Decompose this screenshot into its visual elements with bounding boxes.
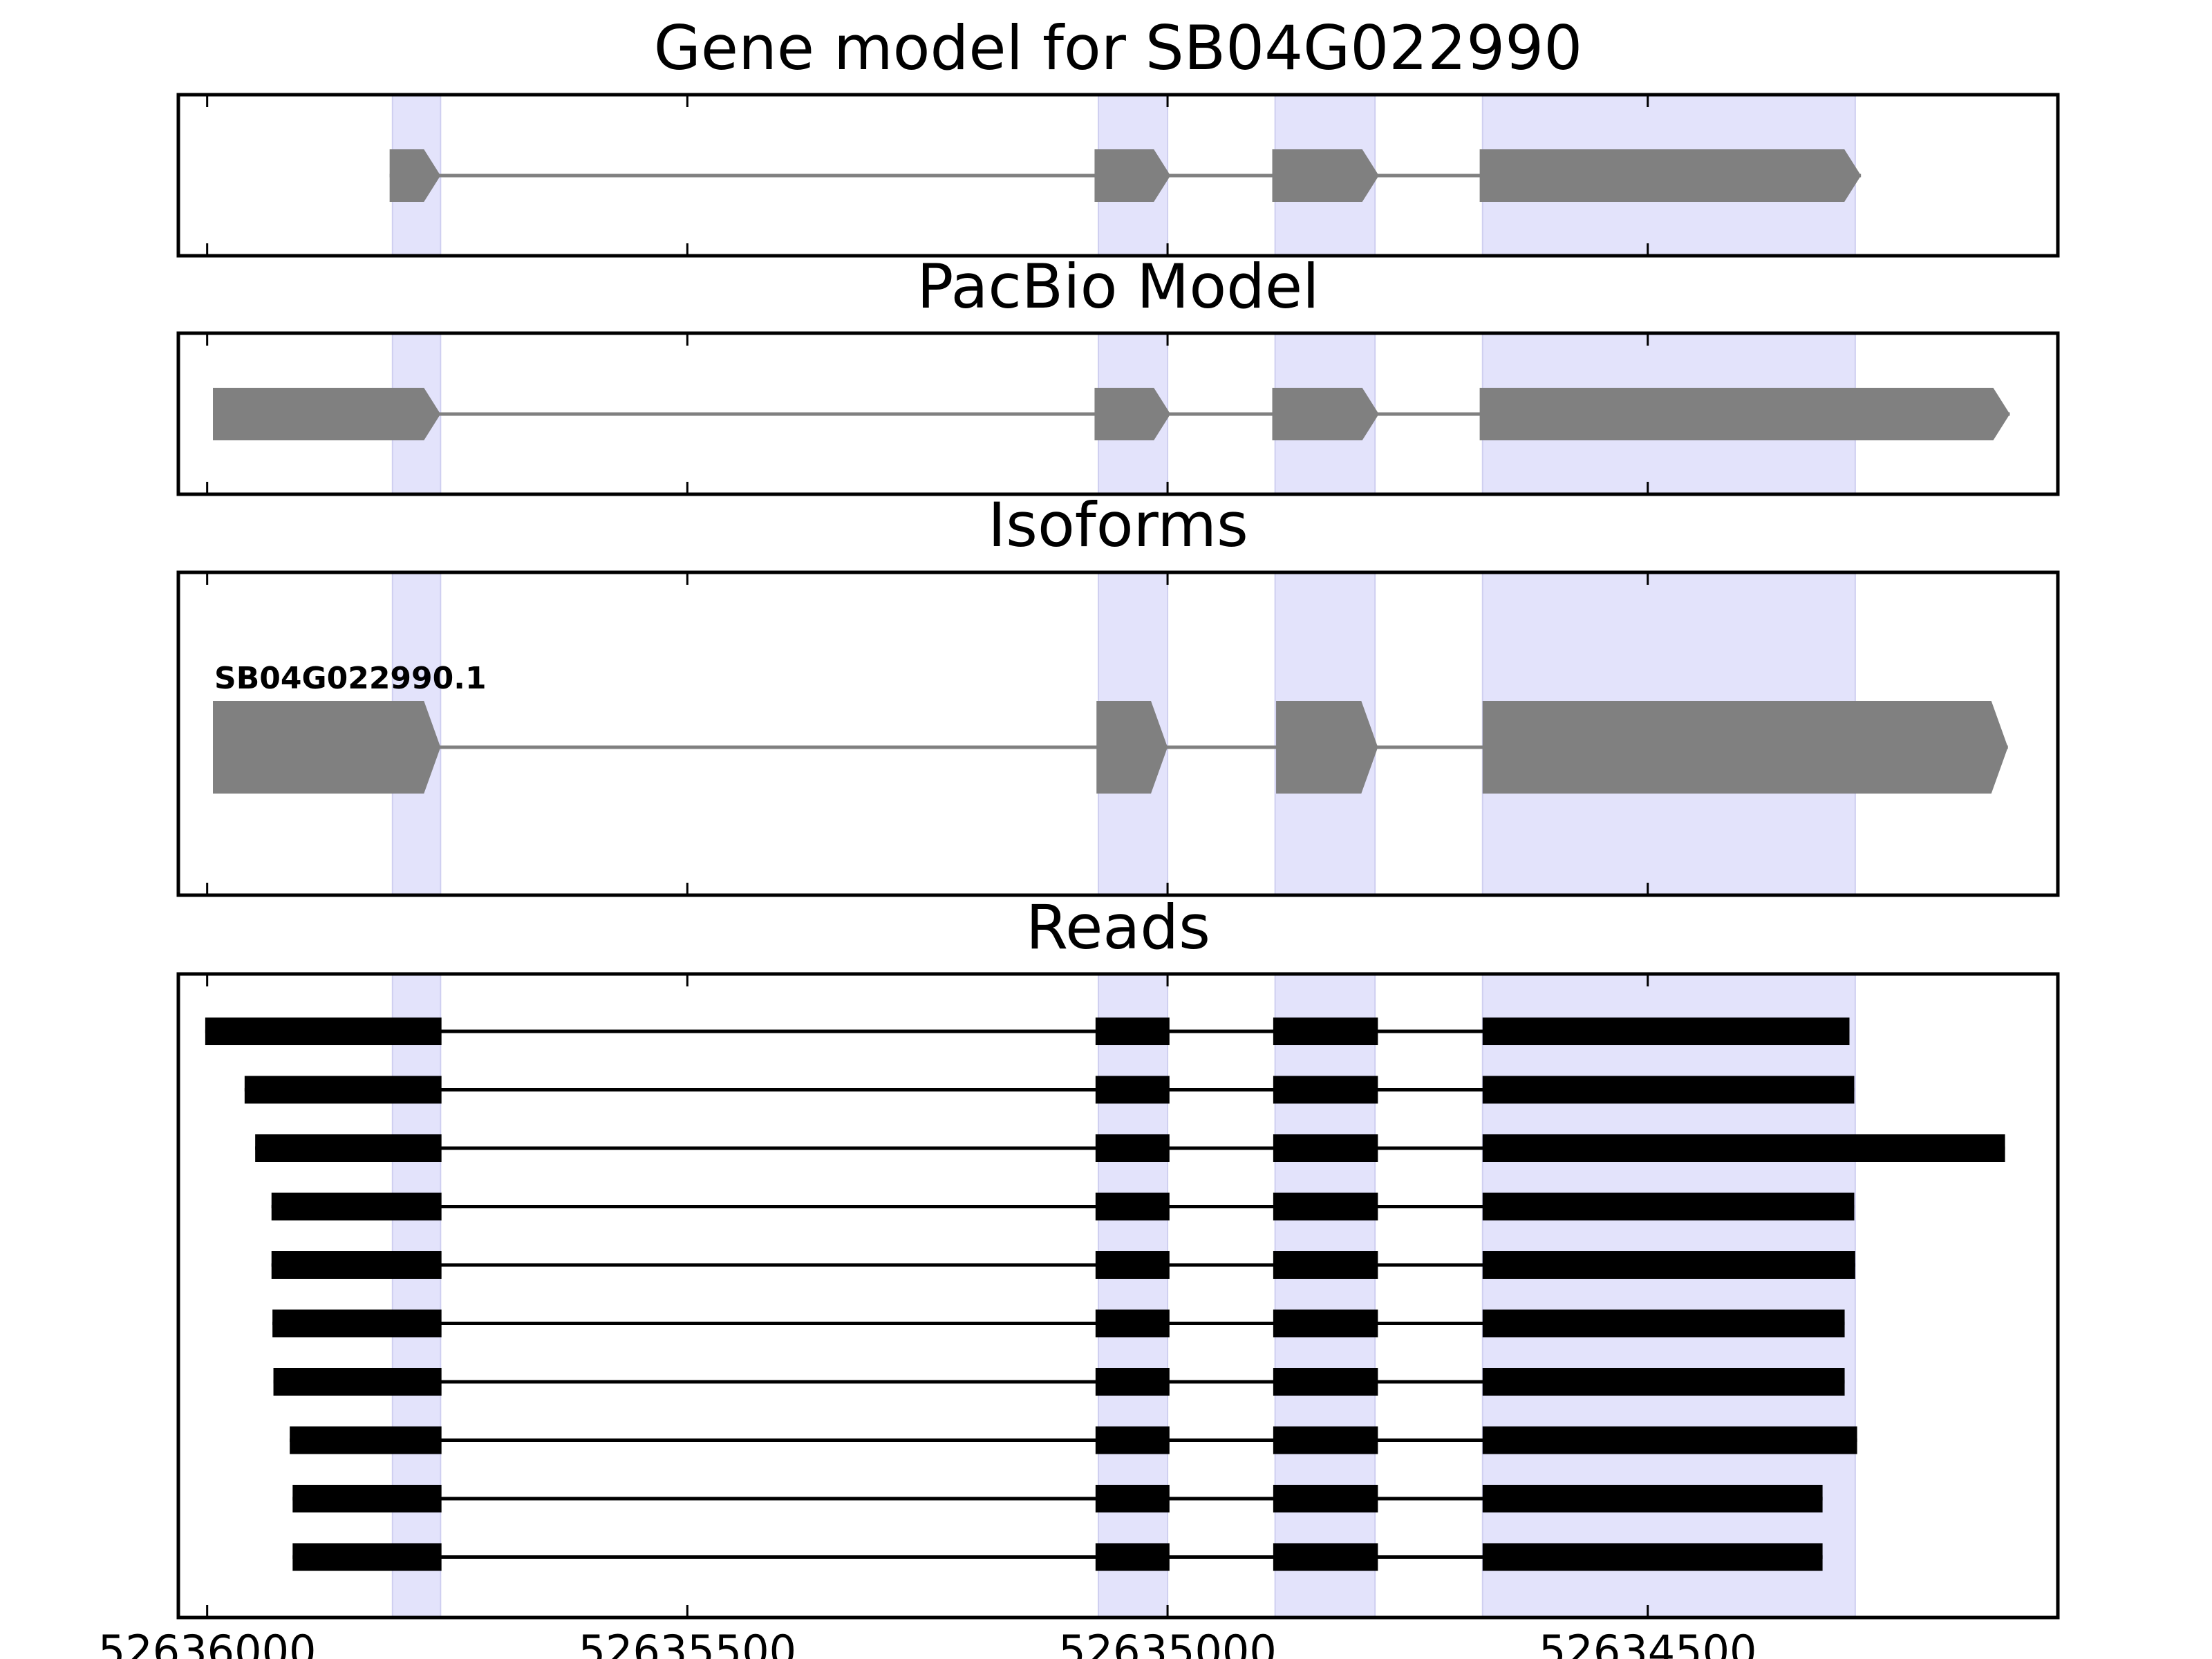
- read-exon: [255, 1134, 442, 1162]
- read-exon: [292, 1485, 442, 1512]
- read-exon: [272, 1309, 442, 1338]
- read-exon: [290, 1426, 442, 1454]
- read-exon: [1482, 1192, 1855, 1221]
- exon-arrow: [1094, 149, 1171, 202]
- read-track: [273, 1368, 1845, 1396]
- reads-highlight-1: [1098, 973, 1169, 1618]
- read-exon: [244, 1076, 442, 1104]
- read-exon: [1095, 1426, 1170, 1454]
- read-exon: [271, 1251, 442, 1279]
- exon-arrow: [1276, 701, 1378, 794]
- read-exon: [1095, 1543, 1170, 1571]
- read-exon: [1273, 1309, 1378, 1338]
- exon-arrow: [389, 149, 441, 202]
- reads-panel: Reads: [176, 892, 2060, 1620]
- read-exon: [1482, 1134, 2005, 1162]
- read-track: [292, 1485, 1823, 1512]
- gene-model-panel: Gene model for SB04G022990: [176, 12, 2060, 258]
- reads-highlight-3: [1481, 973, 1856, 1618]
- read-track: [290, 1426, 1857, 1454]
- read-exon: [1273, 1018, 1378, 1045]
- read-track: [255, 1134, 2005, 1162]
- reads-title: Reads: [1026, 892, 1210, 963]
- read-exon: [1273, 1543, 1378, 1571]
- read-track: [272, 1309, 1845, 1338]
- read-exon: [1095, 1485, 1170, 1512]
- reads-highlight-0: [391, 973, 442, 1618]
- read-exon: [1482, 1426, 1857, 1454]
- read-exon: [1273, 1368, 1378, 1396]
- x-tick-label: 52634500: [1539, 1626, 1757, 1659]
- read-exon: [1482, 1485, 1823, 1512]
- read-exon: [292, 1543, 442, 1571]
- read-exon: [273, 1368, 442, 1396]
- read-track: [271, 1192, 1855, 1221]
- read-exon: [1273, 1485, 1378, 1512]
- read-exon: [1273, 1134, 1378, 1162]
- reads-frame: [176, 972, 2060, 1620]
- read-exon: [1095, 1076, 1170, 1104]
- read-exon: [1273, 1192, 1378, 1221]
- reads-highlight-2: [1274, 973, 1376, 1618]
- read-exon: [1095, 1368, 1170, 1396]
- read-exon: [1482, 1018, 1850, 1045]
- x-tick-label: 52635000: [1058, 1626, 1277, 1659]
- exon-arrow: [1272, 388, 1379, 440]
- isoforms-panel: Isoforms SB04G022990.1: [176, 489, 2060, 897]
- exon-arrow: [1096, 701, 1168, 794]
- exon-arrow: [1482, 701, 2008, 794]
- exon-arrow: [1479, 388, 2010, 440]
- pacbio-model-title: PacBio Model: [917, 251, 1319, 322]
- transcript-track: [389, 149, 1862, 202]
- read-track: [205, 1018, 1850, 1045]
- isoforms-frame: [176, 570, 2060, 897]
- exon-arrow: [1094, 388, 1171, 440]
- read-exon: [1273, 1076, 1378, 1104]
- read-track: [271, 1251, 1855, 1279]
- read-exon: [1482, 1309, 1845, 1338]
- pacbio-model-panel: PacBio Model: [176, 251, 2060, 496]
- read-exon: [271, 1192, 442, 1221]
- isoform-label: SB04G022990.1: [214, 661, 487, 696]
- read-exon: [1095, 1018, 1170, 1045]
- x-tick-label: 52635500: [579, 1626, 797, 1659]
- isoforms-title: Isoforms: [988, 489, 1248, 561]
- exon-arrow: [1272, 149, 1379, 202]
- exon-arrow: [213, 701, 441, 794]
- read-exon: [1095, 1134, 1170, 1162]
- transcript-track: SB04G022990.1: [213, 661, 2008, 794]
- read-exon: [1273, 1426, 1378, 1454]
- read-track: [244, 1076, 1855, 1104]
- read-exon: [205, 1018, 442, 1045]
- exon-arrow: [213, 388, 441, 440]
- read-exon: [1095, 1309, 1170, 1338]
- read-exon: [1482, 1251, 1855, 1279]
- read-exon: [1095, 1251, 1170, 1279]
- exon-arrow: [1479, 149, 1862, 202]
- gene-model-title: Gene model for SB04G022990: [654, 12, 1583, 84]
- pacbio-model-frame: [176, 331, 2060, 496]
- read-exon: [1482, 1076, 1855, 1104]
- read-exon: [1273, 1251, 1378, 1279]
- read-exon: [1482, 1543, 1823, 1571]
- transcript-track: [213, 388, 2010, 440]
- read-track: [292, 1543, 1823, 1571]
- gene-model-frame: [176, 93, 2060, 258]
- read-exon: [1095, 1192, 1170, 1221]
- read-exon: [1482, 1368, 1845, 1396]
- x-tick-label: 52636000: [98, 1626, 317, 1659]
